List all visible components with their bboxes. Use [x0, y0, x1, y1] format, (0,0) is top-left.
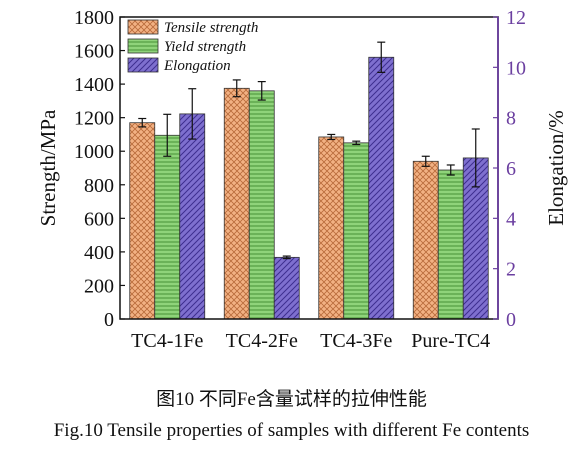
left-axis-ticks: 0 200 400 600 800 1000 1200 1400 1600 1800 — [74, 7, 125, 331]
category-label: TC4-1Fe — [131, 330, 203, 352]
right-axis-title: Elongation/% — [544, 110, 568, 225]
left-tick-label: 600 — [84, 208, 114, 230]
right-tick-label: 8 — [506, 108, 516, 130]
left-tick-label: 1000 — [74, 141, 114, 163]
right-tick-label: 12 — [506, 7, 526, 29]
bar-diagonal-lines — [368, 56, 395, 320]
right-axis-ticks: 0 2 4 6 8 10 12 — [493, 7, 526, 331]
legend-label: Yield strength — [164, 39, 246, 55]
right-tick-label: 10 — [506, 57, 526, 79]
left-axis-title: Strength/MPa — [36, 109, 60, 226]
bar-crosshatch — [318, 136, 345, 320]
bar-crosshatch — [412, 160, 439, 320]
bar-diagonal-lines — [179, 113, 206, 320]
bar-horizontal-lines — [343, 142, 370, 320]
left-tick-label: 1200 — [74, 108, 114, 130]
legend-label: Elongation — [163, 58, 231, 74]
left-tick-label: 1400 — [74, 74, 114, 96]
right-tick-label: 4 — [506, 208, 516, 230]
right-tick-label: 2 — [506, 259, 516, 281]
legend-swatch — [127, 38, 159, 54]
legend-label: Tensile strength — [164, 20, 258, 36]
legend: Tensile strength Yield strength Elongation — [127, 19, 258, 74]
right-tick-label: 6 — [506, 158, 516, 180]
right-tick-label: 0 — [506, 309, 516, 331]
category-label: TC4-2Fe — [226, 330, 298, 352]
bar-diagonal-lines — [273, 256, 300, 320]
left-tick-label: 400 — [84, 242, 114, 264]
category-label: Pure-TC4 — [411, 330, 490, 352]
bar-horizontal-lines — [248, 90, 275, 320]
bar-crosshatch — [223, 87, 250, 320]
left-tick-label: 200 — [84, 275, 114, 297]
category-labels: TC4-1Fe TC4-2Fe TC4-3Fe Pure-TC4 — [131, 330, 490, 352]
left-tick-label: 800 — [84, 175, 114, 197]
category-label: TC4-3Fe — [320, 330, 392, 352]
figure-caption-english: Fig.10 Tensile properties of samples wit… — [53, 420, 530, 441]
bars-group — [129, 56, 489, 320]
bar-chart: 0 200 400 600 800 1000 1200 1400 1600 1800 0 2 4 6 8 1… — [36, 7, 568, 352]
errorbars-group — [138, 41, 480, 260]
legend-swatch — [127, 19, 159, 35]
left-tick-label: 0 — [104, 309, 114, 331]
figure-caption-chinese: 图10 不同Fe含量试样的拉伸性能 — [156, 389, 427, 410]
bar-crosshatch — [129, 122, 156, 320]
left-tick-label: 1800 — [74, 7, 114, 29]
bar-horizontal-lines — [154, 134, 181, 320]
bar-horizontal-lines — [437, 169, 464, 320]
legend-swatch — [127, 57, 159, 73]
left-tick-label: 1600 — [74, 41, 114, 63]
